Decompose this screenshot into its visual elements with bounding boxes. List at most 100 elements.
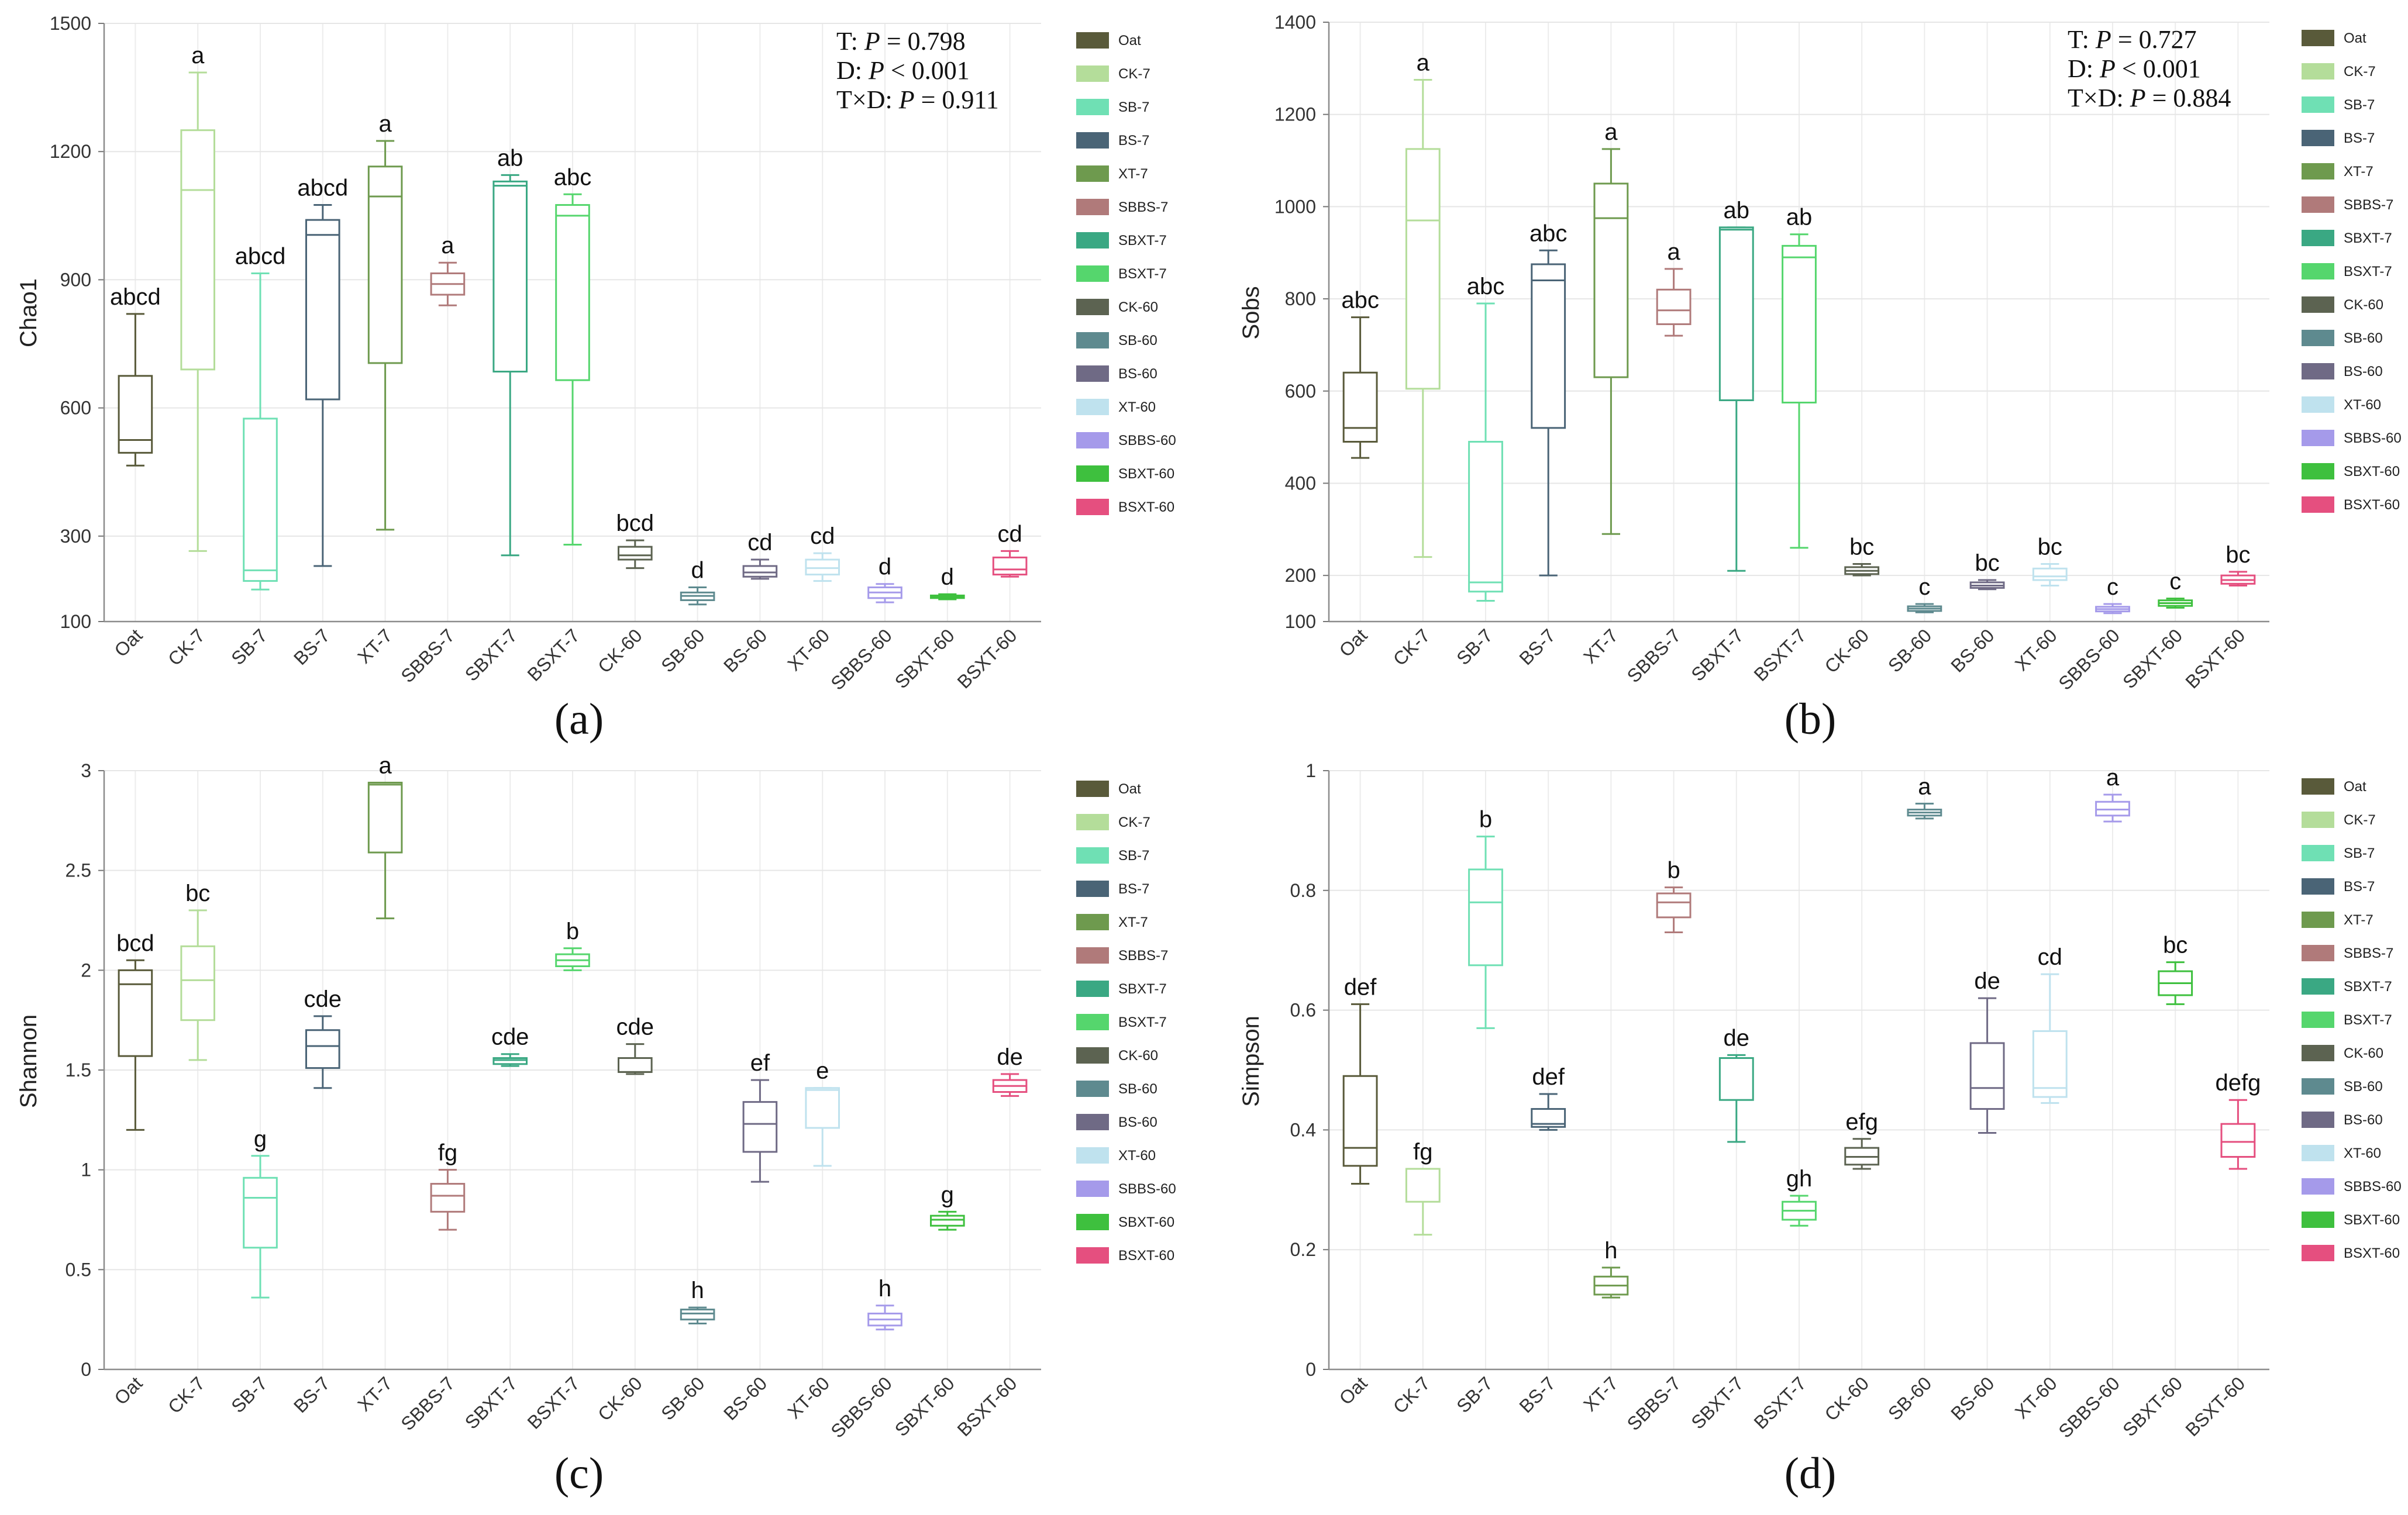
legend-item: CK-60 <box>1076 299 1158 315</box>
legend-swatch <box>2302 845 2334 861</box>
box-d-ck-7: fg <box>1405 1139 1441 1236</box>
box-iqr <box>2032 1030 2068 1098</box>
stat-line-txd-b: T×D: P = 0.884 <box>2068 84 2231 112</box>
significance-letter: a <box>1604 119 1618 145</box>
y-tick-label: 300 <box>60 526 91 547</box>
legend-item: SBBS-7 <box>1076 947 1168 964</box>
box-iqr <box>680 1309 715 1321</box>
box-iqr <box>1656 892 1692 919</box>
legend-label: BS-7 <box>1118 133 1149 149</box>
box-iqr <box>617 546 653 561</box>
legend-swatch <box>2302 812 2334 828</box>
significance-letter: ab <box>497 145 523 171</box>
significance-letter: abc <box>1529 220 1568 246</box>
significance-letter: abcd <box>297 175 348 201</box>
legend-swatch <box>2302 1045 2334 1061</box>
y-tick-label: 100 <box>60 611 91 632</box>
significance-letter: a <box>441 233 454 258</box>
box-c-sb-60: h <box>680 1278 715 1324</box>
significance-letter: ef <box>750 1050 770 1076</box>
legend-swatch <box>2302 1012 2334 1028</box>
legend-item: SBBS-60 <box>1076 432 1176 448</box>
legend-item: SB-60 <box>2302 330 2383 346</box>
legend-swatch <box>2302 496 2334 513</box>
y-tick-label: 1400 <box>1274 12 1316 33</box>
legend-a: Oat CK-7 SB-7 BS-7 XT-7 SBBS-7 SBXT-7 BSXT-7 CK-… <box>1076 32 1176 515</box>
box-iqr <box>1656 288 1692 325</box>
box-d-bs-7: def <box>1531 1064 1566 1131</box>
y-tick-label: 1.5 <box>66 1060 91 1081</box>
legend-label: SB-7 <box>1118 99 1149 115</box>
legend-item: BSXT-60 <box>1076 499 1174 515</box>
legend-item: SB-60 <box>1076 1081 1158 1097</box>
legend-swatch <box>1076 814 1109 830</box>
significance-letter: cde <box>304 986 342 1012</box>
box-iqr <box>1531 263 1566 429</box>
legend-swatch <box>2302 163 2334 180</box>
legend-item: XT-60 <box>2302 1145 2381 1161</box>
y-tick-label: 600 <box>60 398 91 419</box>
significance-letter: e <box>816 1058 829 1084</box>
box-iqr <box>118 375 153 454</box>
box-b-sbxt-60: c <box>2158 569 2193 609</box>
box-iqr <box>1593 182 1629 378</box>
legend-swatch <box>1076 332 1109 348</box>
significance-letter: de <box>997 1044 1023 1070</box>
box-c-sb-7: g <box>243 1126 278 1299</box>
box-d-bsxt-7: gh <box>1782 1166 1817 1227</box>
significance-letter: a <box>378 753 392 778</box>
legend-label: BSXT-60 <box>1118 499 1174 515</box>
y-tick-label: 0.8 <box>1290 880 1316 901</box>
legend-item: BSXT-7 <box>1076 1014 1167 1030</box>
legend-swatch <box>2302 463 2334 479</box>
legend-label: SB-7 <box>2344 97 2375 113</box>
legend-swatch <box>2302 196 2334 213</box>
box-c-sbxt-7: cde <box>491 1024 529 1067</box>
significance-letter: bc <box>1975 550 1999 576</box>
box-iqr <box>742 1101 778 1153</box>
legend-swatch <box>2302 363 2334 379</box>
significance-letter: abc <box>1467 274 1505 299</box>
legend-swatch <box>1076 1147 1109 1164</box>
significance-letter: a <box>1918 774 1931 799</box>
legend-label: BS-60 <box>1118 1114 1158 1130</box>
legend-swatch <box>2302 230 2334 246</box>
box-a-sbbs-60: d <box>867 554 902 603</box>
box-a-bsxt-60: cd <box>992 521 1028 578</box>
y-tick-label: 1500 <box>50 13 91 34</box>
box-c-oat: bcd <box>116 930 154 1131</box>
legend-label: Oat <box>1118 781 1141 797</box>
box-iqr <box>1342 371 1378 443</box>
legend-swatch <box>2302 263 2334 279</box>
significance-letter: def <box>1532 1064 1565 1090</box>
legend-label: BS-60 <box>1118 366 1158 382</box>
significance-letter: cd <box>810 523 835 549</box>
significance-letter: c <box>2169 569 2181 595</box>
box-b-sbbs-60: c <box>2095 574 2130 615</box>
legend-swatch <box>1076 199 1109 215</box>
box-iqr <box>929 1214 965 1227</box>
significance-letter: h <box>879 1276 891 1302</box>
y-tick-label: 900 <box>60 269 91 290</box>
legend-swatch <box>1076 1081 1109 1097</box>
legend-item: Oat <box>2302 30 2366 46</box>
box-a-bs-7: abcd <box>297 175 348 567</box>
significance-letter: ab <box>1786 205 1813 230</box>
box-b-bs-60: bc <box>1969 550 2005 591</box>
box-iqr <box>2220 1123 2256 1158</box>
box-b-xt-7: a <box>1593 119 1629 535</box>
y-tick-label: 2 <box>81 960 91 981</box>
significance-letter: g <box>254 1126 267 1152</box>
legend-label: XT-7 <box>2344 164 2373 180</box>
significance-letter: a <box>191 43 205 68</box>
y-tick-label: 0 <box>81 1359 91 1380</box>
box-a-bs-60: cd <box>742 530 778 580</box>
box-iqr <box>1718 1057 1754 1101</box>
box-iqr <box>805 558 840 576</box>
significance-letter: bc <box>185 881 210 906</box>
y-tick-label: 100 <box>1285 611 1316 632</box>
legend-swatch <box>2302 878 2334 895</box>
legend-label: SB-60 <box>1118 1081 1158 1097</box>
significance-letter: cd <box>997 521 1022 547</box>
